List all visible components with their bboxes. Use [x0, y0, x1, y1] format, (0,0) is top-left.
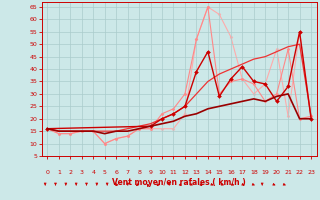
X-axis label: Vent moyen/en rafales ( km/h ): Vent moyen/en rafales ( km/h ) — [112, 178, 246, 187]
